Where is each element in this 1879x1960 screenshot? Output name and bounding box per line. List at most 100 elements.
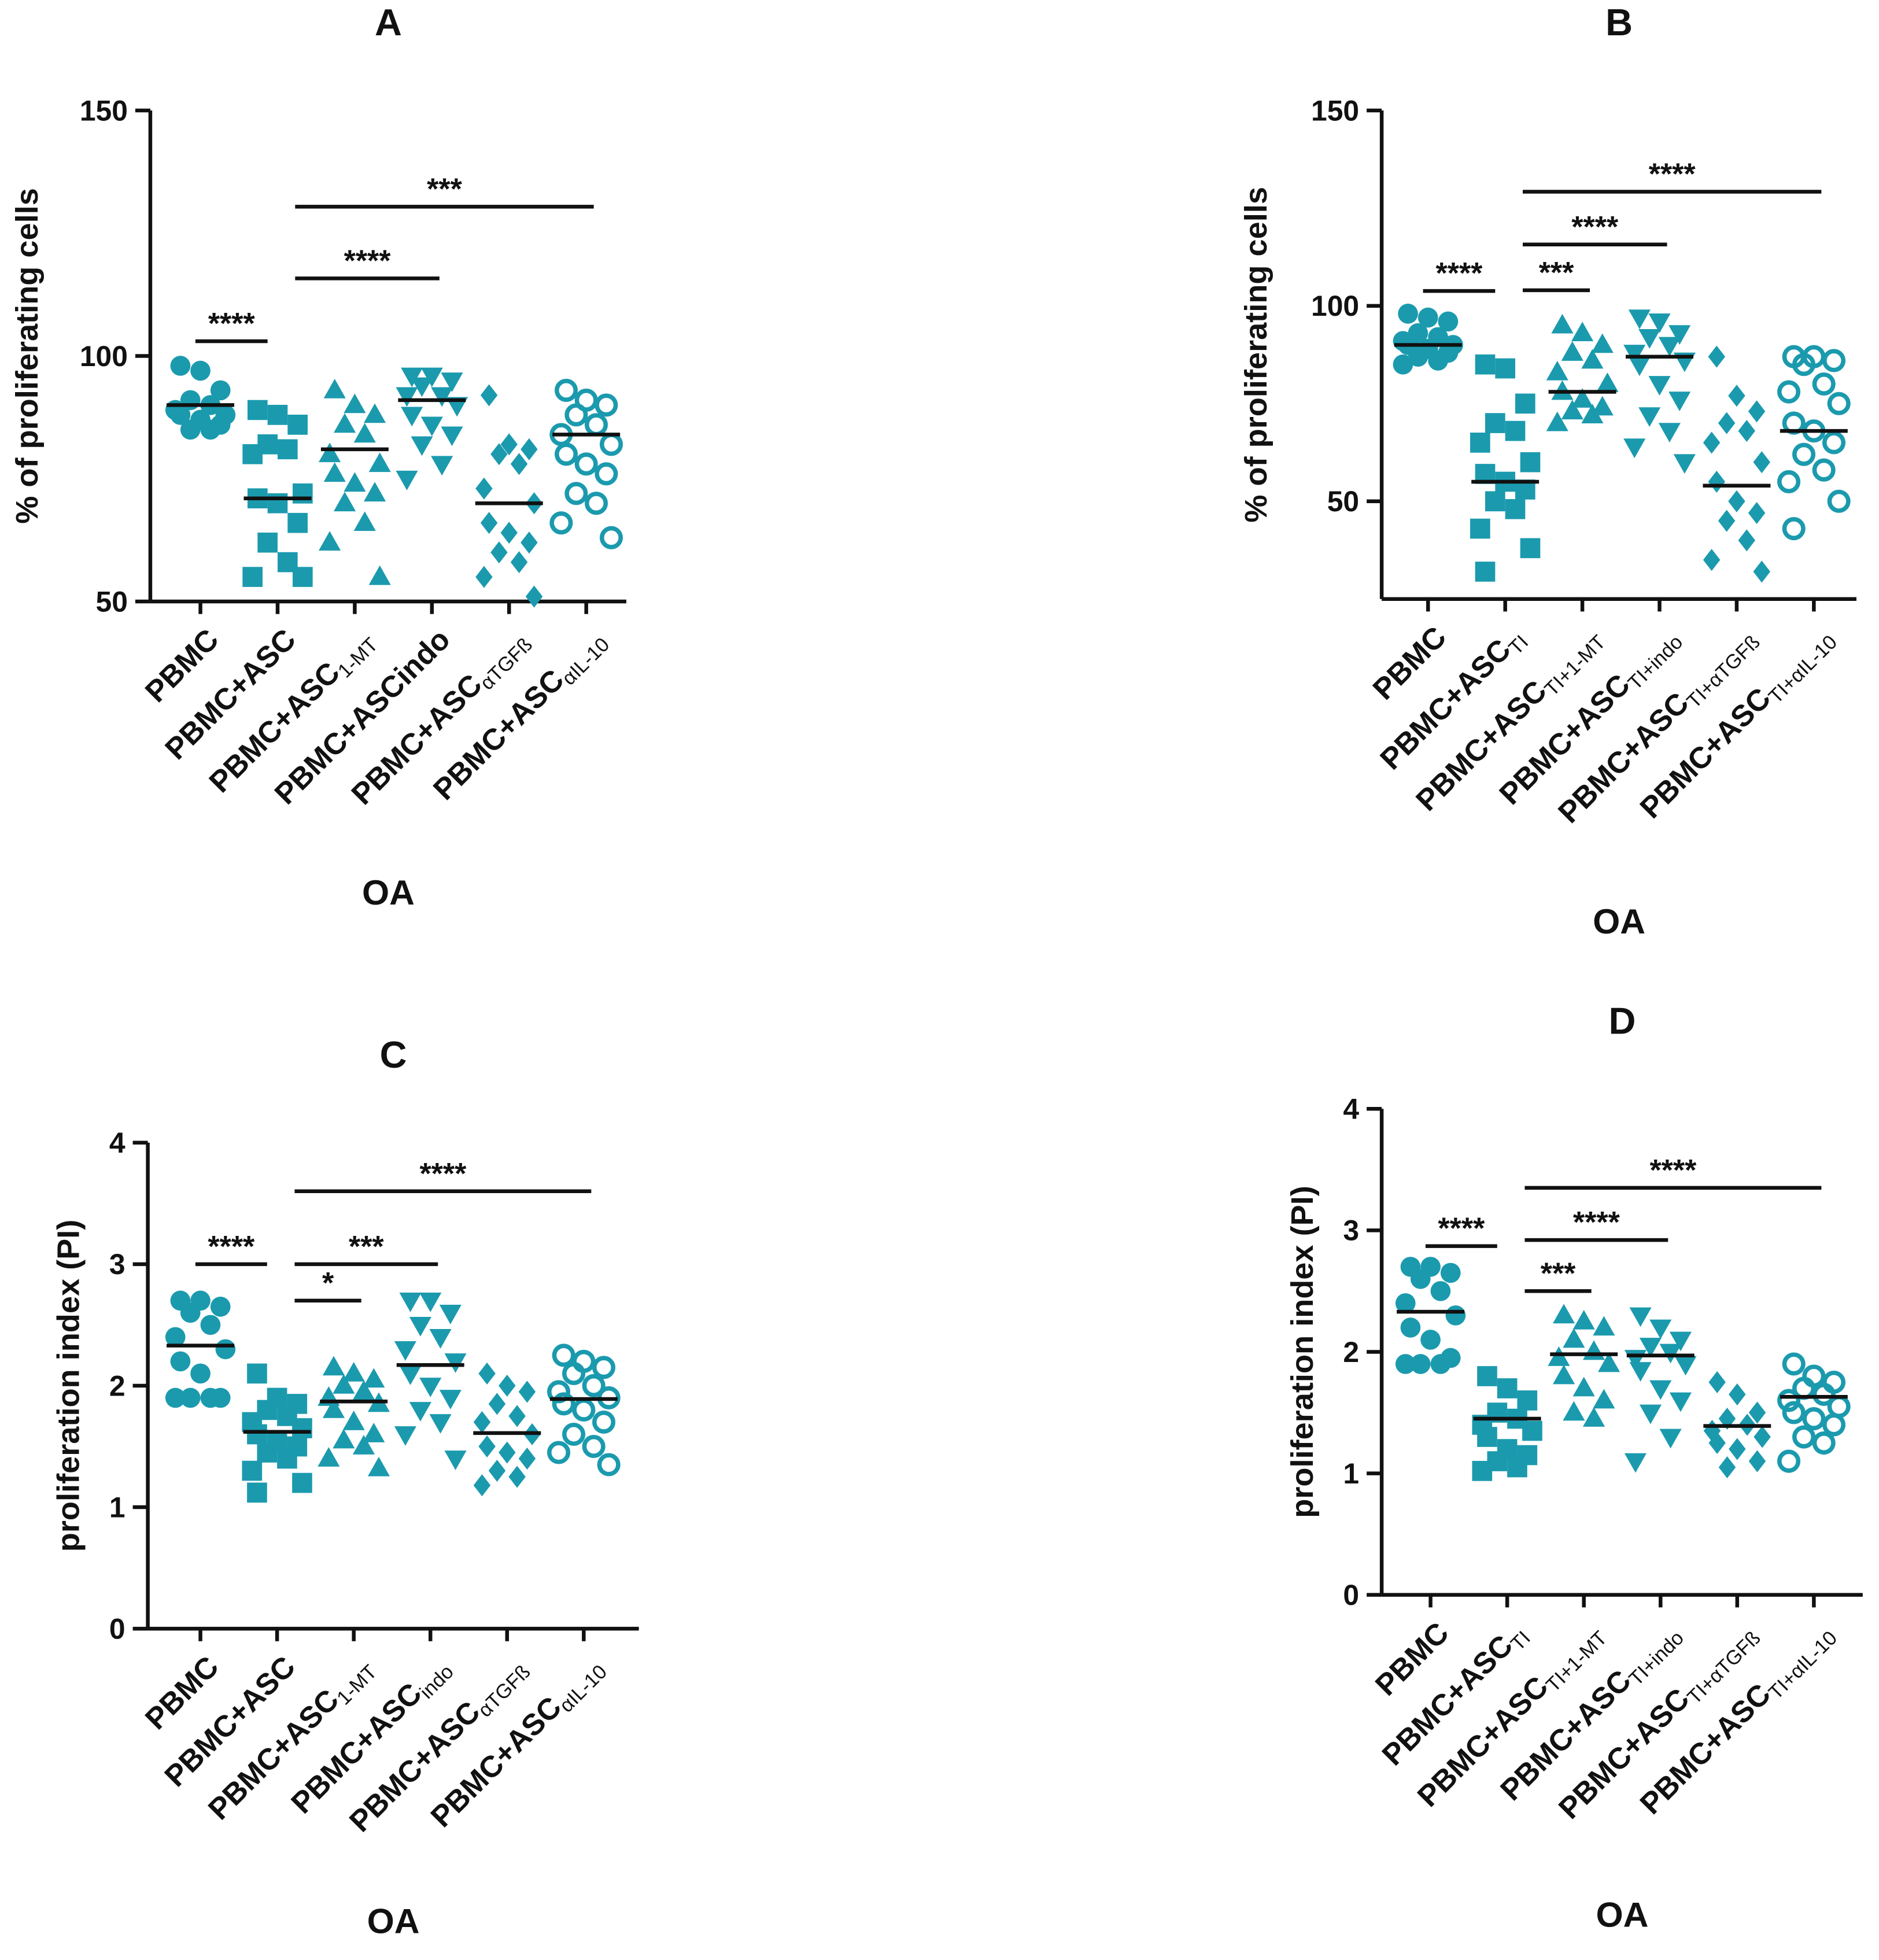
data-point [1438,311,1459,332]
data-point [1505,499,1526,519]
data-point [1561,341,1583,361]
data-point [1597,1352,1620,1372]
data-point [599,526,623,549]
data-point [480,512,498,534]
y-tick-label: 0 [109,1612,125,1645]
data-point [170,405,191,425]
y-tick-label: 0 [1343,1579,1359,1611]
data-point [552,1343,575,1367]
significance-label: **** [208,1230,255,1264]
data-point [1571,388,1594,408]
data-point [1420,1330,1441,1350]
data-point [409,1317,431,1337]
data-point [170,356,191,376]
data-point [1669,1331,1692,1352]
data-point [1520,452,1541,473]
significance-label: **** [419,1157,467,1191]
data-point [441,426,463,446]
data-point [1753,560,1770,583]
significance-label: **** [1571,211,1619,244]
data-point [322,1356,345,1376]
data-point [1728,490,1745,512]
data-point [180,1387,201,1408]
significance-label: **** [208,307,256,341]
data-point [257,532,278,553]
data-point [1477,1427,1497,1447]
data-point [1624,1453,1647,1473]
data-point [439,1305,462,1324]
data-point [1728,385,1745,407]
panel-title: A [375,1,402,43]
data-point [490,541,508,564]
data-point [1658,423,1681,443]
y-tick-label: 100 [1311,290,1359,322]
data-point [1582,1407,1605,1427]
data-point [411,377,433,397]
data-point [344,393,366,414]
data-point [1738,420,1755,442]
data-point [344,472,366,492]
data-point [292,1418,312,1438]
data-point [1729,1383,1746,1406]
data-point [420,367,443,387]
data-point [215,1339,236,1360]
data-point [478,1435,496,1458]
data-point [1410,1269,1431,1289]
data-point [190,1363,211,1384]
data-point [292,1472,312,1493]
data-point [1395,1293,1416,1313]
significance-label: **** [1436,257,1483,290]
data-point [1812,372,1836,396]
data-point [431,387,453,407]
data-point [490,443,508,466]
data-point [319,531,341,551]
data-point [342,1411,365,1430]
data-point [1648,376,1671,396]
data-point [488,1393,506,1415]
data-point [1445,1305,1466,1326]
data-point [475,566,493,588]
data-point [597,1453,621,1477]
data-point [1822,431,1846,455]
data-point [352,1435,375,1455]
data-point [499,1374,516,1397]
x-axis-label: OA [1593,902,1645,941]
data-point [1777,380,1801,404]
data-point [1638,329,1661,349]
data-point [480,384,498,407]
data-point [1548,1346,1570,1366]
data-point [1748,1401,1766,1424]
significance-label: *** [1541,1257,1576,1290]
data-point [508,1405,526,1427]
y-tick-label: 1 [109,1491,125,1523]
data-point [318,1447,340,1467]
data-point [554,442,578,466]
data-point [322,1398,345,1418]
data-point [1546,360,1568,381]
data-point [242,444,263,464]
data-point [1517,1390,1538,1411]
data-point [368,452,391,473]
data-point [1753,451,1770,474]
data-point [396,470,418,490]
data-point [1470,518,1490,539]
data-point [520,531,538,554]
y-tick-label: 150 [80,94,128,127]
data-point [267,405,288,425]
data-point [1703,431,1721,454]
data-point [267,493,288,514]
data-point [582,1374,606,1397]
data-point [394,1426,416,1446]
category-subscript: TI+αIL-10 [1764,631,1841,708]
significance-label: *** [349,1230,384,1264]
data-point [1708,470,1726,493]
y-tick-label: 100 [80,340,128,372]
data-point [510,551,528,574]
data-point [1470,433,1490,453]
data-point [429,1414,452,1434]
data-point [1782,517,1806,541]
data-point [287,415,308,435]
data-point [1581,349,1604,369]
y-axis-label: proliferation index (PI) [1285,1186,1320,1518]
